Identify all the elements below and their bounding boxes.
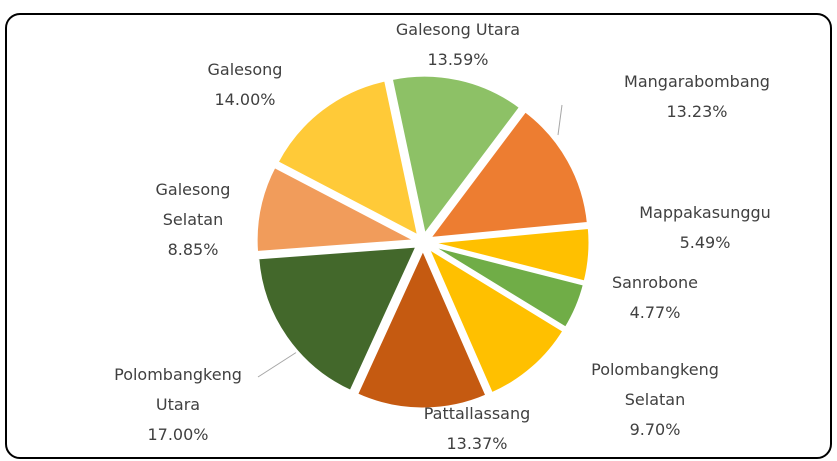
value-label: 14.00% <box>214 90 276 109</box>
slice-label: Galesong Selatan 8.85% <box>143 175 243 265</box>
slice-label: Galesong Utara 13.59% <box>373 15 543 75</box>
slice-label: Sanrobone 4.77% <box>595 268 715 328</box>
category-name: Galesong Utara <box>395 20 521 39</box>
leader-line <box>257 349 301 378</box>
pie-slice <box>354 245 489 411</box>
value-label: 13.59% <box>427 50 489 69</box>
slice-label: Mappakasunggu 5.49% <box>605 198 805 258</box>
category-name: Galesong Selatan <box>155 180 231 229</box>
slice-label: Mangarabombang 13.23% <box>597 67 797 127</box>
category-name: Polombangkeng Selatan <box>591 360 719 409</box>
category-name: Galesong <box>207 60 283 79</box>
slice-label: Galesong 14.00% <box>185 55 305 115</box>
pie-slice <box>429 225 592 284</box>
slice-label: Polombangkeng Selatan 9.70% <box>570 355 740 445</box>
value-label: 8.85% <box>167 240 219 259</box>
pie-slice <box>425 108 591 241</box>
category-name: Polombangkeng Utara <box>114 365 242 414</box>
pie-slice <box>428 243 587 331</box>
category-name: Mangarabombang <box>624 72 770 91</box>
leader-line <box>557 104 563 136</box>
value-label: 13.37% <box>446 434 508 453</box>
pie-slice <box>256 244 420 394</box>
category-name: Mappakasunggu <box>639 203 771 222</box>
category-name: Sanrobone <box>611 273 699 292</box>
pie-slice <box>389 73 523 239</box>
value-label: 17.00% <box>147 425 209 444</box>
value-label: 5.49% <box>679 233 731 252</box>
pie-slice <box>274 78 421 240</box>
value-label: 13.23% <box>666 102 728 121</box>
pie-slice <box>424 243 567 396</box>
chart-border <box>5 13 832 459</box>
value-label: 4.77% <box>629 303 681 322</box>
slice-label: Pattallassang 13.37% <box>392 399 562 459</box>
value-label: 9.70% <box>629 420 681 439</box>
category-name: Pattallassang <box>423 404 531 423</box>
slice-label: Polombangkeng Utara 17.00% <box>93 360 263 450</box>
pie-slice <box>254 164 422 255</box>
